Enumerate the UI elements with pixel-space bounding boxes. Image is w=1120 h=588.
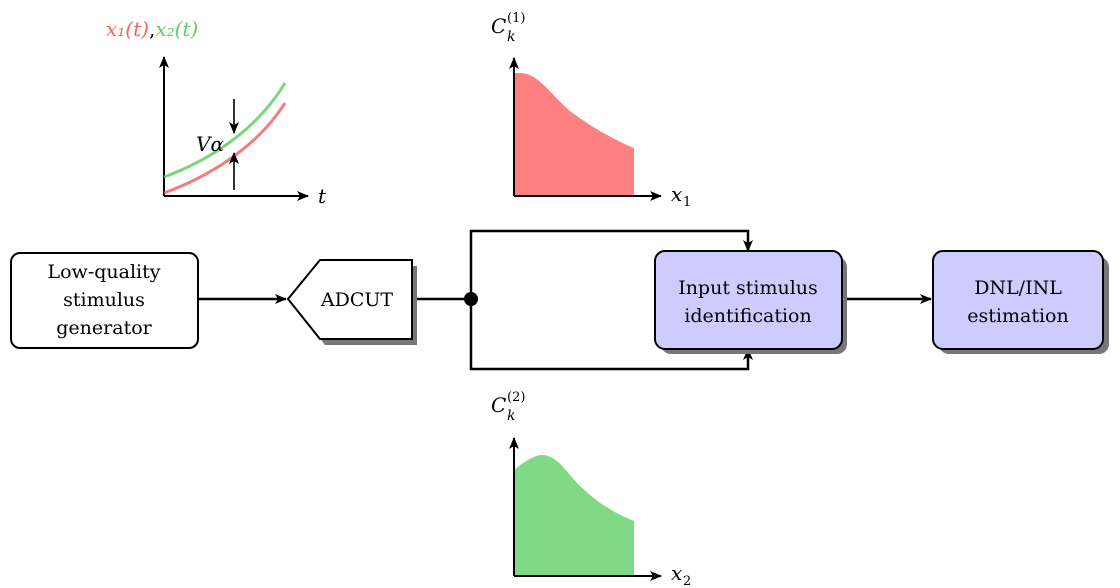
c2-plot: C (2) k x 2	[491, 390, 691, 588]
c1-x-sub: 1	[683, 195, 691, 210]
c1-plot: C (1) k x 1	[491, 11, 691, 210]
title-separator: ,	[149, 17, 155, 41]
c1-x-label: x	[671, 182, 682, 206]
svg-text:x₁(t),x₂(t): x₁(t),x₂(t)	[106, 17, 198, 41]
connections	[198, 229, 932, 371]
arrow-split-to-identification-top	[469, 229, 753, 299]
svg-text:C: C	[491, 393, 506, 417]
c1-y-sup: (1)	[507, 11, 525, 26]
c2-y-sub: k	[507, 408, 515, 424]
x1-curve	[163, 102, 287, 195]
generator-line-2: stimulus	[63, 289, 145, 311]
c2-y-label: C	[491, 393, 506, 417]
c1-area	[514, 73, 634, 196]
identification-line-2: identification	[684, 305, 811, 327]
adcut-shape	[286, 259, 413, 340]
x1t-title: x₁(t)	[106, 17, 149, 41]
identification-box	[654, 250, 843, 350]
estimation-line-1: DNL/INL	[974, 277, 1062, 299]
split-node	[464, 292, 478, 306]
c2-x-label: x	[671, 561, 682, 585]
signals-x-label: t	[318, 184, 327, 208]
arrow-split-to-identification-bottom	[469, 299, 753, 371]
estimation-line-2: estimation	[967, 305, 1068, 327]
signals-plot: x₁(t),x₂(t) t Vα	[106, 17, 327, 208]
identification-line-1: Input stimulus	[678, 277, 818, 299]
svg-text:C: C	[491, 14, 506, 38]
estimation-box	[932, 250, 1104, 350]
x2-curve	[163, 82, 287, 179]
c2-x-sub: 2	[683, 574, 691, 588]
c2-y-sup: (2)	[507, 390, 525, 405]
adcut-block: ADCUT	[286, 259, 417, 345]
c2-area	[514, 455, 634, 576]
v-alpha-label: Vα	[196, 132, 224, 156]
generator-line-3: generator	[56, 317, 152, 339]
c1-y-sub: k	[507, 29, 515, 45]
generator-block: Low-quality stimulus generator	[10, 252, 199, 349]
adcut-label: ADCUT	[320, 289, 394, 311]
c1-y-label: C	[491, 14, 506, 38]
generator-line-1: Low-quality	[48, 261, 161, 283]
identification-block: Input stimulus identification	[654, 250, 847, 354]
generator-box	[10, 252, 199, 349]
estimation-block: DNL/INL estimation	[932, 250, 1109, 354]
x2t-title: x₂(t)	[155, 17, 198, 41]
